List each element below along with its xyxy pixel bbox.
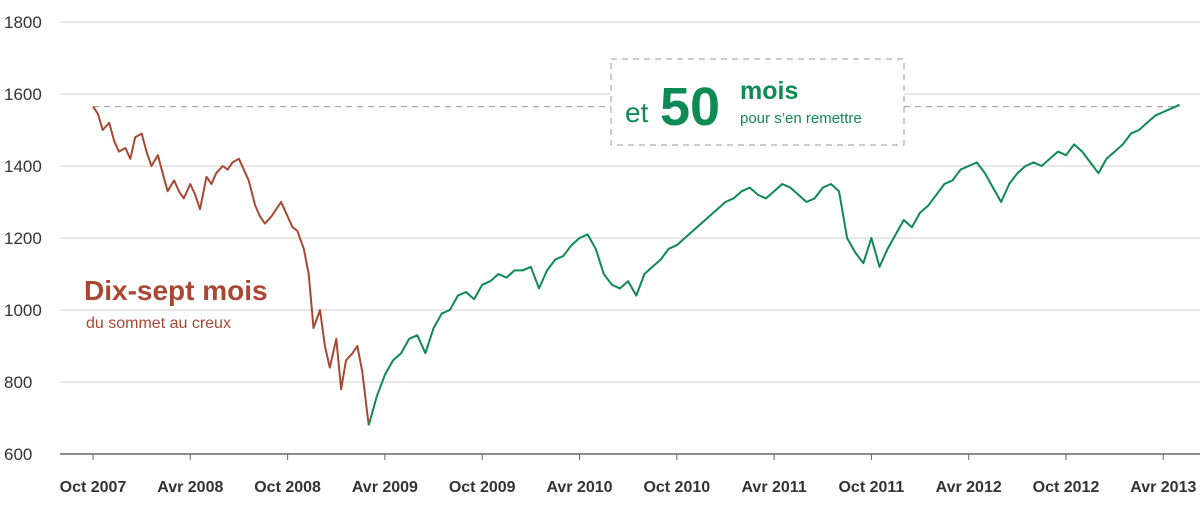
y-tick-label: 1800: [4, 13, 42, 32]
y-tick-label: 1400: [4, 157, 42, 176]
x-tick-label: Oct 2010: [643, 479, 710, 496]
recovery-series-line: [367, 103, 1180, 426]
x-tick-label: Oct 2011: [838, 479, 904, 496]
series-layer: [92, 103, 1180, 426]
x-tick-label: Avr 2013: [1130, 479, 1196, 496]
y-tick-label: 1000: [4, 301, 42, 320]
x-axis-ticks: Oct 2007 Avr 2008 Oct 2008 Avr 2009 Oct 2009…: [60, 454, 1196, 496]
x-tick-label: Oct 2009: [449, 479, 516, 496]
x-tick-label: Avr 2012: [936, 479, 1002, 496]
x-tick-label: Avr 2011: [741, 479, 806, 496]
y-tick-label: 1200: [4, 229, 42, 248]
recovery-annotation-word: mois: [740, 77, 798, 105]
x-tick-label: Oct 2008: [254, 479, 321, 496]
x-tick-label: Avr 2008: [157, 479, 223, 496]
y-tick-label: 800: [4, 373, 32, 392]
y-tick-label: 1600: [4, 85, 42, 104]
y-axis-ticks: 600 800 1000 1200 1400 1600 1800: [4, 13, 42, 464]
recovery-annotation-prefix: et: [625, 97, 649, 128]
recovery-annotation-subtitle: pour s’en remettre: [740, 110, 862, 127]
decline-annotation-title: Dix-sept mois: [84, 275, 268, 306]
x-tick-label: Avr 2009: [352, 479, 418, 496]
y-tick-label: 600: [4, 445, 32, 464]
x-tick-label: Oct 2012: [1033, 479, 1100, 496]
x-tick-label: Oct 2007: [60, 479, 127, 496]
x-tick-label: Avr 2010: [546, 479, 612, 496]
recovery-annotation-number: 50: [660, 77, 720, 137]
decline-series-line: [92, 106, 370, 426]
decline-annotation-subtitle: du sommet au creux: [86, 315, 231, 332]
recovery-annotation-box: [610, 58, 905, 146]
